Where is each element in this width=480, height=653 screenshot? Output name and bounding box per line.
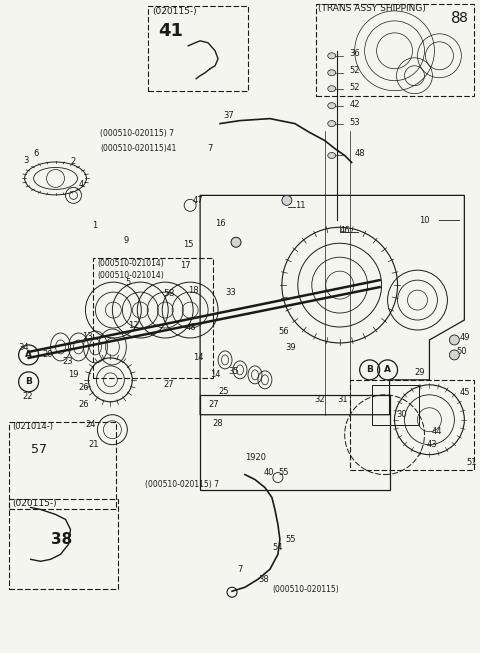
Ellipse shape xyxy=(328,103,336,108)
Text: 8: 8 xyxy=(459,11,468,25)
Text: 23: 23 xyxy=(62,357,73,366)
Text: A: A xyxy=(25,351,32,359)
Text: 48: 48 xyxy=(355,149,365,158)
Text: 1920: 1920 xyxy=(245,453,266,462)
Text: 38: 38 xyxy=(50,532,72,547)
Text: 30: 30 xyxy=(396,410,407,419)
Text: 39: 39 xyxy=(285,343,296,353)
Text: 18: 18 xyxy=(188,285,199,295)
Text: 55: 55 xyxy=(286,535,296,544)
Circle shape xyxy=(282,195,292,205)
Text: 49: 49 xyxy=(459,334,470,342)
Text: 38: 38 xyxy=(258,575,269,584)
Text: (021014-): (021014-) xyxy=(12,422,54,431)
Text: 50: 50 xyxy=(456,347,467,357)
Text: (000510-020115)41: (000510-020115)41 xyxy=(100,144,177,153)
Ellipse shape xyxy=(328,70,336,76)
Text: 48: 48 xyxy=(185,323,196,332)
Text: 24: 24 xyxy=(85,421,96,429)
Text: (TRANS ASSY SHIPPING): (TRANS ASSY SHIPPING) xyxy=(318,5,426,14)
Text: (020115-): (020115-) xyxy=(12,499,57,508)
Text: 36: 36 xyxy=(350,49,360,58)
Text: 26: 26 xyxy=(78,383,89,392)
Text: 31: 31 xyxy=(338,395,348,404)
Text: 47: 47 xyxy=(192,196,203,205)
Circle shape xyxy=(449,350,459,360)
Ellipse shape xyxy=(328,86,336,91)
Text: 27: 27 xyxy=(208,400,219,409)
Text: 33: 33 xyxy=(225,287,236,296)
Text: 16: 16 xyxy=(215,219,226,228)
Text: 43: 43 xyxy=(426,440,437,449)
Text: 13: 13 xyxy=(83,332,93,342)
Text: 57: 57 xyxy=(31,443,47,456)
Text: 51: 51 xyxy=(467,458,477,467)
Text: 1: 1 xyxy=(93,221,97,230)
Text: B: B xyxy=(366,366,373,374)
Text: 25: 25 xyxy=(218,387,228,396)
Text: 4: 4 xyxy=(78,180,84,189)
Text: 14: 14 xyxy=(210,370,221,379)
Text: 2: 2 xyxy=(71,157,76,166)
Text: 28: 28 xyxy=(212,419,223,428)
Text: 7: 7 xyxy=(237,565,242,574)
Text: 7: 7 xyxy=(207,144,213,153)
Text: 12: 12 xyxy=(128,321,139,330)
Text: 32: 32 xyxy=(315,395,325,404)
Text: B: B xyxy=(25,377,32,387)
Text: 17: 17 xyxy=(180,261,191,270)
Text: (000510-021014): (000510-021014) xyxy=(97,259,164,268)
Text: 41: 41 xyxy=(158,22,183,40)
Text: 42: 42 xyxy=(350,100,360,109)
Text: 45: 45 xyxy=(459,389,470,397)
Ellipse shape xyxy=(328,153,336,159)
Text: (000510-020115) 7: (000510-020115) 7 xyxy=(145,480,219,489)
Text: 3: 3 xyxy=(24,156,29,165)
Text: 8: 8 xyxy=(451,11,461,26)
Text: 15: 15 xyxy=(183,240,193,249)
Text: 29: 29 xyxy=(415,368,425,377)
Text: (020115-): (020115-) xyxy=(152,7,197,16)
Text: 54: 54 xyxy=(272,543,282,552)
Text: 37: 37 xyxy=(223,111,234,120)
Text: 19: 19 xyxy=(69,370,79,379)
Text: 40: 40 xyxy=(264,468,275,477)
Text: 52: 52 xyxy=(350,66,360,75)
Ellipse shape xyxy=(328,121,336,127)
Text: (000510-020115) 7: (000510-020115) 7 xyxy=(100,129,174,138)
Text: 10: 10 xyxy=(420,215,430,225)
Text: 52: 52 xyxy=(350,83,360,92)
Text: 58: 58 xyxy=(163,289,175,298)
Text: 56: 56 xyxy=(278,328,288,336)
Text: 6: 6 xyxy=(34,149,39,158)
Text: 44: 44 xyxy=(432,427,442,436)
Text: 11: 11 xyxy=(295,201,305,210)
Text: 9: 9 xyxy=(123,236,129,245)
Text: (000510-021014): (000510-021014) xyxy=(97,270,164,279)
Text: 27: 27 xyxy=(163,380,174,389)
Text: A: A xyxy=(384,366,391,374)
Text: 53: 53 xyxy=(350,118,360,127)
Circle shape xyxy=(231,237,241,247)
Text: 20: 20 xyxy=(43,351,53,359)
Text: 5: 5 xyxy=(125,278,131,287)
Text: 14: 14 xyxy=(193,353,204,362)
Text: 26: 26 xyxy=(78,400,89,409)
Text: (000510-020115): (000510-020115) xyxy=(272,584,339,594)
Text: 22: 22 xyxy=(23,392,33,402)
Ellipse shape xyxy=(328,53,336,59)
Text: 55: 55 xyxy=(278,468,288,477)
Text: 46: 46 xyxy=(340,226,350,235)
Text: 35: 35 xyxy=(228,368,239,376)
Text: 21: 21 xyxy=(88,440,99,449)
Text: 34: 34 xyxy=(19,343,29,353)
Circle shape xyxy=(449,335,459,345)
